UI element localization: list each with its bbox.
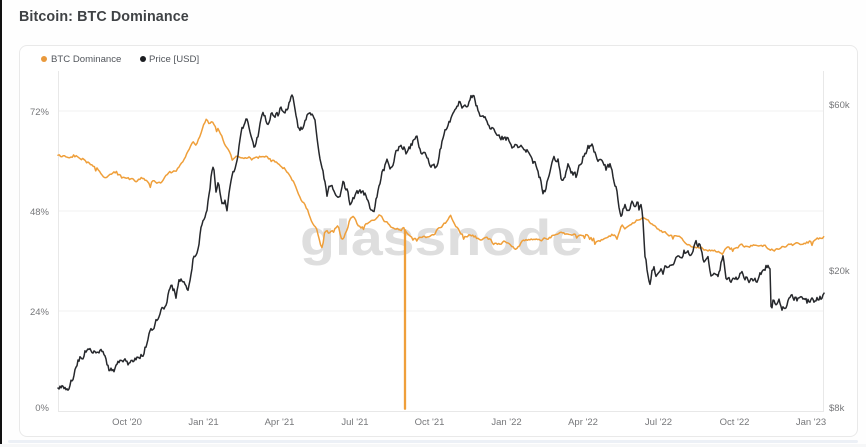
svg-text:Jan '23: Jan '23 xyxy=(796,417,826,428)
svg-text:0%: 0% xyxy=(35,403,49,414)
svg-text:Jan '22: Jan '22 xyxy=(491,417,521,428)
svg-text:Jul '22: Jul '22 xyxy=(645,417,672,428)
svg-text:Oct '22: Oct '22 xyxy=(720,417,750,428)
svg-text:Apr '22: Apr '22 xyxy=(568,417,598,428)
svg-text:Jan '21: Jan '21 xyxy=(188,417,218,428)
svg-text:24%: 24% xyxy=(30,307,50,318)
svg-text:Oct '20: Oct '20 xyxy=(112,417,142,428)
svg-text:$20k: $20k xyxy=(829,266,850,277)
svg-text:72%: 72% xyxy=(30,107,50,118)
svg-text:glassnode: glassnode xyxy=(300,210,583,266)
svg-text:Apr '21: Apr '21 xyxy=(265,417,295,428)
svg-text:48%: 48% xyxy=(30,207,50,218)
svg-text:$8k: $8k xyxy=(829,403,845,414)
svg-text:Jul '21: Jul '21 xyxy=(341,417,368,428)
svg-text:$60k: $60k xyxy=(829,100,850,111)
svg-text:Oct '21: Oct '21 xyxy=(415,417,445,428)
